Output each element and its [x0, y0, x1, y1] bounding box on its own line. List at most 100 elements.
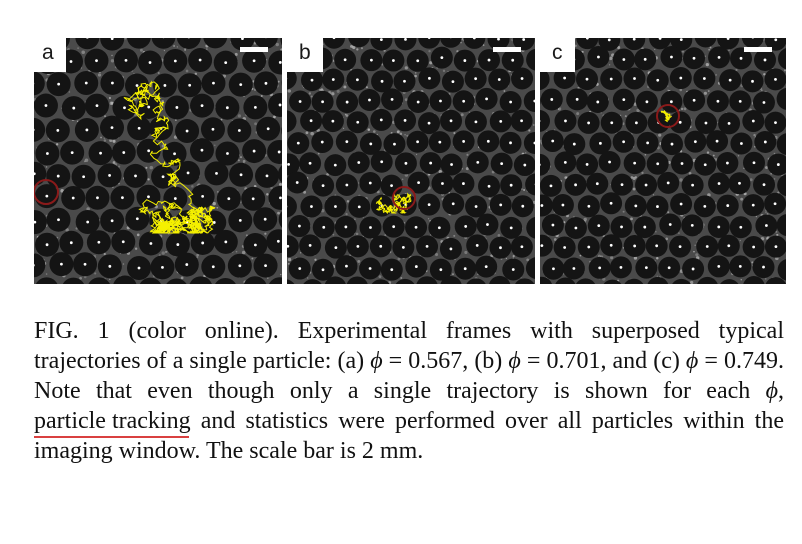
caption-text-4: = 0.749. Note that even though only a si…	[34, 348, 784, 404]
particle	[62, 277, 85, 284]
phi-symbol: ϕ	[685, 348, 699, 374]
particle-center	[320, 140, 324, 144]
panel-c: c	[540, 38, 786, 284]
particle-center	[574, 226, 578, 230]
particle-center	[441, 182, 444, 185]
panel-c-image	[540, 38, 786, 284]
particle	[287, 110, 297, 133]
particle	[765, 277, 786, 284]
phi-symbol: ϕ	[370, 348, 383, 374]
particle-center	[715, 139, 719, 143]
particle-center	[523, 163, 527, 167]
particle-center	[739, 56, 743, 60]
particle-center	[763, 140, 767, 144]
particle-center	[414, 225, 418, 229]
particle	[189, 276, 212, 284]
particle-center	[427, 203, 431, 207]
particle-center	[774, 38, 778, 42]
particle-center	[321, 100, 324, 104]
figure-panels: a b c	[34, 38, 786, 284]
particle-center	[173, 152, 176, 156]
particle-center	[390, 184, 393, 188]
particle-center	[499, 246, 502, 250]
particle-center	[727, 121, 731, 125]
particle-center	[345, 100, 349, 104]
particle-center	[200, 148, 204, 152]
particle-center	[427, 121, 431, 125]
particle	[523, 89, 535, 112]
particle-center	[656, 162, 660, 166]
particle-center	[679, 38, 683, 42]
particle-center	[110, 219, 114, 223]
particle-center	[716, 99, 720, 103]
particle	[776, 88, 786, 110]
trajectory	[660, 109, 672, 123]
particle-center	[511, 58, 515, 62]
particle	[720, 279, 739, 284]
panel-a-image	[34, 38, 282, 284]
particle-center	[264, 81, 268, 85]
particle-center	[572, 267, 576, 270]
particle-center	[597, 55, 600, 59]
particle-center	[438, 140, 442, 144]
particle	[778, 48, 786, 70]
particle-center	[450, 163, 453, 166]
particle-center	[738, 264, 742, 268]
particle-center	[60, 262, 63, 266]
particle	[525, 257, 535, 279]
particle-center	[239, 83, 243, 87]
particle	[540, 153, 551, 176]
particle	[777, 174, 786, 197]
particle-center	[727, 244, 731, 248]
particle-center	[173, 59, 177, 63]
particle-center	[472, 38, 476, 40]
particle	[717, 38, 740, 50]
particle	[743, 276, 765, 284]
particle-center	[774, 121, 777, 125]
particle	[694, 38, 717, 48]
particle-center	[380, 79, 384, 83]
particle-center	[345, 264, 348, 268]
particle-center	[609, 243, 613, 247]
particle-center	[83, 262, 87, 266]
particle-center	[173, 197, 177, 200]
particle-center	[121, 240, 125, 244]
panel-c-label: c	[540, 38, 575, 72]
particle-center	[380, 160, 384, 164]
particle-center	[404, 161, 408, 165]
particle	[34, 210, 47, 235]
particle-center	[497, 78, 501, 81]
particle-center	[462, 140, 466, 143]
trajectory	[123, 80, 216, 234]
particle	[75, 38, 100, 50]
particle-center	[619, 265, 623, 269]
particle-center	[462, 99, 466, 103]
particle-center	[773, 202, 777, 206]
particle	[303, 279, 322, 284]
particle-center	[86, 220, 90, 224]
particle	[463, 38, 486, 49]
particle-center	[463, 59, 467, 62]
particle	[113, 275, 137, 284]
particle-center	[609, 201, 613, 205]
particle	[371, 279, 390, 284]
figure-caption: FIG. 1 (color online). Experimental fram…	[34, 316, 784, 466]
particle	[346, 276, 368, 284]
particle-center	[679, 76, 683, 80]
particle-center	[610, 121, 614, 125]
particle-center	[622, 140, 626, 144]
particle-center	[134, 174, 137, 178]
particle-center	[764, 224, 768, 227]
particle-center	[201, 195, 205, 198]
particle	[525, 173, 535, 196]
particle-tracking-link: particle tracking	[34, 406, 191, 438]
particle-center	[137, 266, 141, 270]
particle-center	[427, 38, 431, 40]
particle-center	[633, 77, 636, 80]
particle-center	[738, 181, 741, 185]
particle-center	[585, 38, 589, 40]
particle-center	[563, 160, 567, 164]
particle-center	[163, 84, 167, 87]
particle-center	[717, 182, 721, 185]
particle-center	[655, 244, 659, 248]
